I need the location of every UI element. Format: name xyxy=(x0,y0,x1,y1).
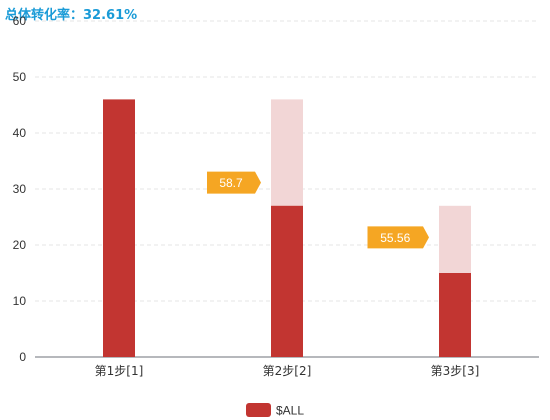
legend-label: $ALL xyxy=(276,404,304,418)
x-tick-label: 第1步[1] xyxy=(95,364,144,378)
y-tick-label: 30 xyxy=(13,182,27,196)
bar xyxy=(439,273,471,357)
bar xyxy=(271,205,303,357)
conversion-rate-label: 55.56 xyxy=(380,231,410,245)
conversion-rate-label: 58.7 xyxy=(219,176,243,190)
y-tick-label: 20 xyxy=(13,238,27,252)
y-tick-label: 40 xyxy=(13,126,27,140)
x-tick-label: 第3步[3] xyxy=(431,364,480,378)
x-tick-label: 第2步[2] xyxy=(263,364,312,378)
y-tick-label: 0 xyxy=(19,350,26,364)
bar xyxy=(103,99,135,358)
conversion-badge xyxy=(367,226,429,249)
y-tick-label: 60 xyxy=(13,14,27,28)
chart-title: 总体转化率：32.61% xyxy=(5,8,138,23)
y-tick-label: 10 xyxy=(13,294,27,308)
legend-swatch xyxy=(246,403,271,417)
conversion-badge xyxy=(207,171,261,194)
y-tick-label: 50 xyxy=(13,70,27,84)
